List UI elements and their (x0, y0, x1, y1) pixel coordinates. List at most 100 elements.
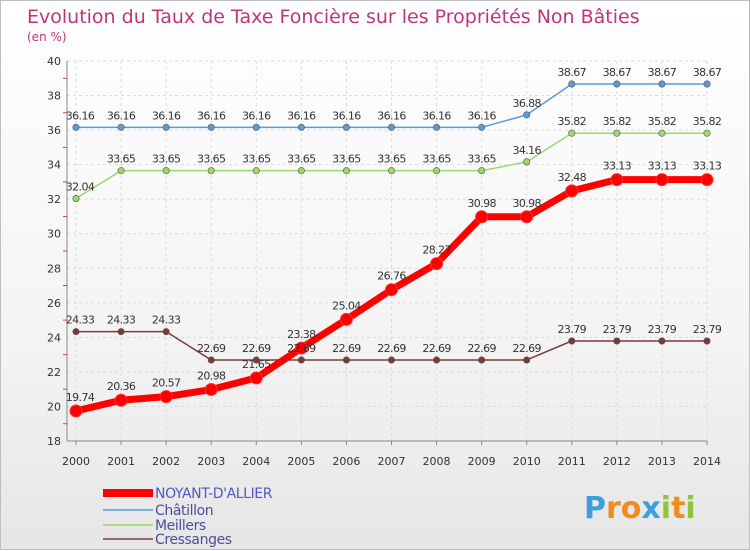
data-point (703, 337, 711, 345)
data-label: 33.65 (377, 153, 406, 166)
data-label: 20.36 (107, 380, 136, 393)
data-point (658, 129, 666, 137)
y-tick-label: 40 (47, 55, 61, 68)
data-label: 22.69 (422, 342, 451, 355)
data-label: 33.65 (152, 153, 181, 166)
data-point (207, 356, 215, 364)
legend-label: Cressanges (155, 532, 232, 548)
data-point (339, 312, 353, 326)
data-label: 33.65 (197, 153, 226, 166)
logo-letter: r (606, 491, 621, 526)
data-point (162, 328, 170, 336)
data-point (430, 257, 444, 271)
data-label: 38.67 (693, 66, 722, 79)
data-point (475, 210, 489, 224)
data-point (523, 111, 531, 119)
logo-letter: i (685, 491, 695, 526)
x-tick-label: 2008 (423, 455, 451, 468)
data-point (297, 356, 305, 364)
data-point (433, 167, 441, 175)
data-label: 21.65 (242, 358, 271, 371)
data-point (523, 158, 531, 166)
data-point (613, 337, 621, 345)
data-label: 22.69 (197, 342, 226, 355)
data-label: 33.65 (107, 153, 136, 166)
data-point (565, 184, 579, 198)
data-point (387, 167, 395, 175)
data-label: 20.98 (197, 370, 226, 383)
data-label: 25.04 (332, 299, 361, 312)
data-label: 36.88 (512, 97, 541, 110)
legend-label: Meillers (155, 518, 206, 534)
grid (67, 60, 708, 442)
data-point (700, 173, 714, 187)
data-label: 33.65 (422, 153, 451, 166)
data-label: 36.16 (377, 109, 406, 122)
data-label: 22.69 (332, 342, 361, 355)
series-noyant-d-allier (69, 173, 714, 418)
data-point (207, 123, 215, 131)
data-label: 22.69 (467, 342, 496, 355)
x-tick-label: 2001 (107, 455, 135, 468)
data-label: 32.48 (558, 171, 587, 184)
axes: 18 20 22 24 26 28 30 32 34 36 38 40 2000 2001 2002 2003… (47, 55, 721, 468)
legend: NOYANT-D'ALLIERChâtillonMeillersCressang… (103, 486, 273, 548)
data-label: 35.82 (648, 115, 677, 128)
data-label: 23.79 (558, 323, 587, 336)
data-point (433, 356, 441, 364)
data-point (342, 123, 350, 131)
data-label: 24.33 (66, 314, 95, 327)
y-tick-label: 36 (47, 124, 61, 137)
data-point (297, 167, 305, 175)
data-point (433, 123, 441, 131)
x-tick-label: 2007 (378, 455, 406, 468)
data-label: 23.38 (287, 328, 316, 341)
x-tick-label: 2003 (197, 455, 225, 468)
data-label: 24.33 (107, 314, 136, 327)
data-point (294, 341, 308, 355)
data-label: 30.98 (512, 197, 541, 210)
data-point (114, 393, 128, 407)
chart-subtitle: (en %) (27, 30, 67, 44)
y-tick-label: 32 (47, 193, 61, 206)
x-tick-label: 2005 (287, 455, 315, 468)
logo-letter: t (671, 491, 685, 526)
x-tick-label: 2006 (332, 455, 360, 468)
y-tick-label: 26 (47, 297, 61, 310)
data-label: 36.16 (467, 109, 496, 122)
y-tick-label: 18 (47, 435, 61, 448)
data-point (610, 173, 624, 187)
data-point (72, 123, 80, 131)
data-label: 33.65 (332, 153, 361, 166)
data-label: 33.13 (693, 160, 722, 173)
data-point (117, 328, 125, 336)
data-point (613, 80, 621, 88)
x-tick-label: 2012 (603, 455, 631, 468)
data-label: 19.74 (66, 391, 95, 404)
x-tick-label: 2014 (693, 455, 721, 468)
data-label: 36.16 (107, 109, 136, 122)
proxiti-logo: Proxiti (584, 491, 696, 526)
data-label: 36.16 (287, 109, 316, 122)
data-label: 23.79 (648, 323, 677, 336)
data-label: 23.79 (603, 323, 632, 336)
data-label: 35.82 (558, 115, 587, 128)
y-tick-label: 38 (47, 90, 61, 103)
data-point (297, 123, 305, 131)
data-point (520, 210, 534, 224)
data-label: 36.16 (66, 109, 95, 122)
data-label: 23.79 (693, 323, 722, 336)
data-label: 38.67 (648, 66, 677, 79)
x-tick-label: 2011 (558, 455, 586, 468)
data-label: 22.69 (512, 342, 541, 355)
x-tick-label: 2000 (62, 455, 90, 468)
data-point (72, 328, 80, 336)
x-tick-label: 2009 (468, 455, 496, 468)
data-point (252, 123, 260, 131)
data-point (72, 194, 80, 202)
data-label: 33.65 (287, 153, 316, 166)
data-point (159, 390, 173, 404)
data-label: 28.27 (422, 244, 451, 257)
